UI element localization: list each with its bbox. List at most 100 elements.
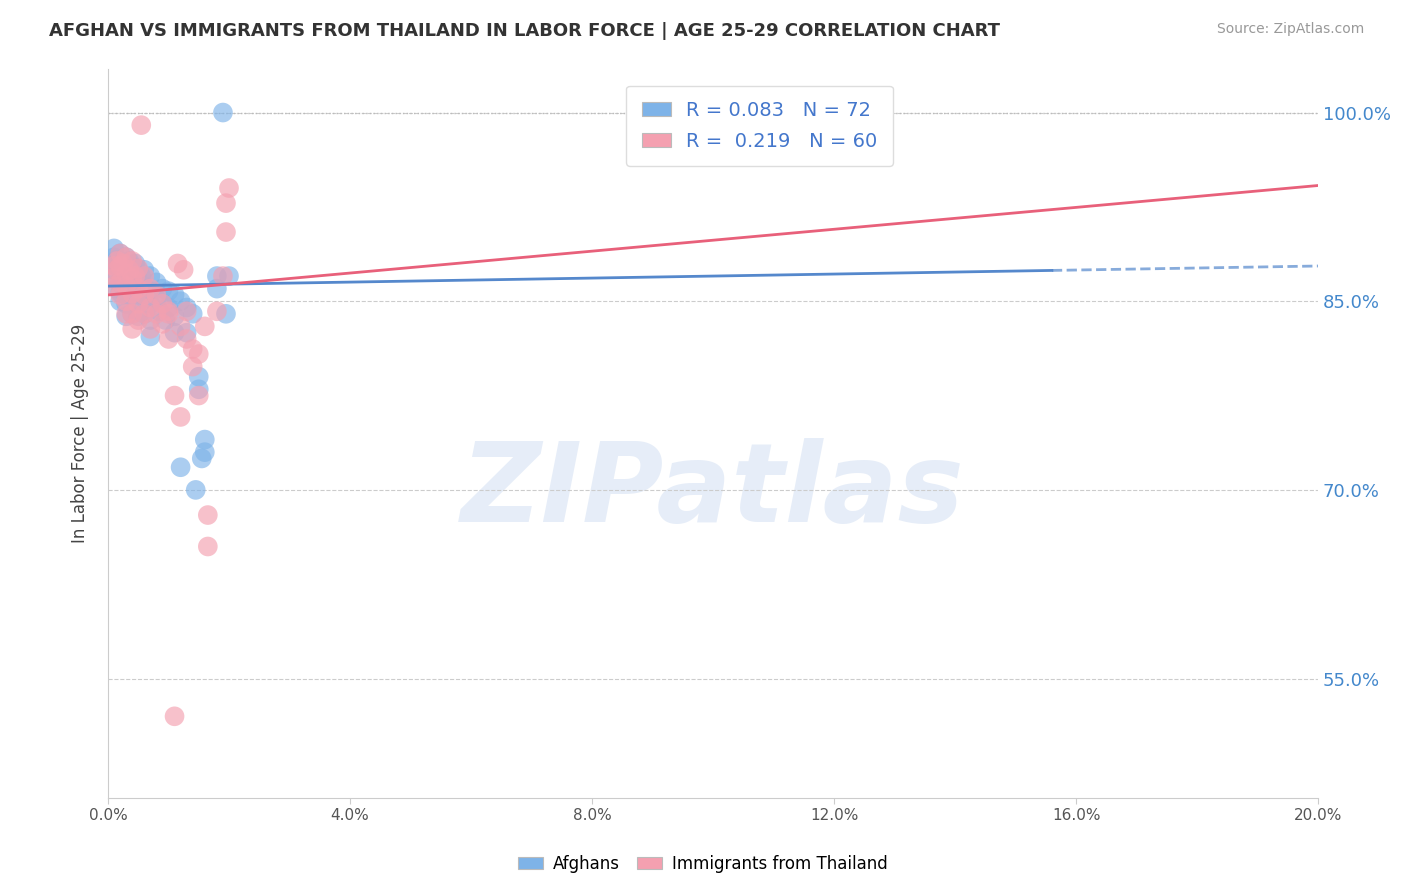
Point <box>134 262 156 277</box>
Point <box>163 326 186 340</box>
Point <box>115 271 138 285</box>
Point <box>115 250 138 264</box>
Point <box>115 288 138 302</box>
Point <box>197 508 219 522</box>
Point <box>187 388 209 402</box>
Point <box>163 709 186 723</box>
Point <box>187 347 209 361</box>
Point <box>187 382 209 396</box>
Legend: Afghans, Immigrants from Thailand: Afghans, Immigrants from Thailand <box>512 848 894 880</box>
Point <box>121 259 143 273</box>
Point <box>205 268 228 283</box>
Point <box>115 250 138 264</box>
Point <box>157 304 180 318</box>
Point <box>115 294 138 309</box>
Point <box>115 262 138 277</box>
Point <box>115 297 138 311</box>
Point <box>103 241 125 255</box>
Point <box>215 307 238 321</box>
Point <box>139 329 162 343</box>
Point <box>139 322 162 336</box>
Point <box>134 307 156 321</box>
Point <box>152 317 174 331</box>
Point <box>134 292 156 306</box>
Point <box>205 282 228 296</box>
Point <box>115 310 138 324</box>
Point <box>134 279 156 293</box>
Point <box>218 268 240 283</box>
Point <box>105 282 128 296</box>
Point <box>127 313 149 327</box>
Point <box>148 304 170 318</box>
Point <box>112 259 135 273</box>
Point <box>124 268 146 283</box>
Text: Source: ZipAtlas.com: Source: ZipAtlas.com <box>1216 22 1364 37</box>
Point <box>108 288 131 302</box>
Point <box>127 310 149 324</box>
Point <box>121 271 143 285</box>
Point <box>139 268 162 283</box>
Point <box>121 288 143 302</box>
Point <box>127 271 149 285</box>
Point <box>139 282 162 296</box>
Point <box>108 254 131 268</box>
Point <box>103 250 125 264</box>
Point <box>121 307 143 321</box>
Point <box>108 246 131 260</box>
Point <box>127 282 149 296</box>
Point <box>118 262 141 277</box>
Point <box>163 310 186 324</box>
Point <box>115 279 138 293</box>
Point <box>157 332 180 346</box>
Point <box>205 304 228 318</box>
Point <box>127 297 149 311</box>
Text: AFGHAN VS IMMIGRANTS FROM THAILAND IN LABOR FORCE | AGE 25-29 CORRELATION CHART: AFGHAN VS IMMIGRANTS FROM THAILAND IN LA… <box>49 22 1000 40</box>
Point <box>169 294 191 309</box>
Point <box>101 262 124 277</box>
Point <box>176 326 198 340</box>
Point <box>197 540 219 554</box>
Point <box>145 292 167 306</box>
Point <box>191 451 214 466</box>
Point <box>103 256 125 270</box>
Point <box>184 483 207 497</box>
Legend: R = 0.083   N = 72, R =  0.219   N = 60: R = 0.083 N = 72, R = 0.219 N = 60 <box>626 86 893 166</box>
Point <box>145 307 167 321</box>
Point <box>218 181 240 195</box>
Point <box>169 319 191 334</box>
Point <box>139 313 162 327</box>
Point <box>100 271 122 285</box>
Point <box>134 307 156 321</box>
Point <box>152 297 174 311</box>
Point <box>181 359 204 374</box>
Point <box>105 259 128 273</box>
Point <box>105 254 128 268</box>
Text: ZIPatlas: ZIPatlas <box>461 438 965 545</box>
Point <box>157 284 180 298</box>
Point <box>163 288 186 302</box>
Point <box>145 288 167 302</box>
Point <box>103 279 125 293</box>
Point <box>108 262 131 277</box>
Point <box>176 304 198 318</box>
Point <box>108 276 131 290</box>
Point <box>108 276 131 290</box>
Point <box>121 268 143 283</box>
Point <box>139 284 162 298</box>
Point <box>194 433 217 447</box>
Point <box>118 254 141 268</box>
Point <box>163 388 186 402</box>
Point <box>134 288 156 302</box>
Point <box>108 259 131 273</box>
Point <box>100 268 122 283</box>
Point <box>103 259 125 273</box>
Point <box>176 301 198 315</box>
Point <box>129 118 152 132</box>
Point <box>112 268 135 283</box>
Point <box>115 307 138 321</box>
Point <box>127 262 149 277</box>
Point <box>181 342 204 356</box>
Point <box>139 301 162 315</box>
Y-axis label: In Labor Force | Age 25-29: In Labor Force | Age 25-29 <box>72 324 89 543</box>
Point <box>121 254 143 268</box>
